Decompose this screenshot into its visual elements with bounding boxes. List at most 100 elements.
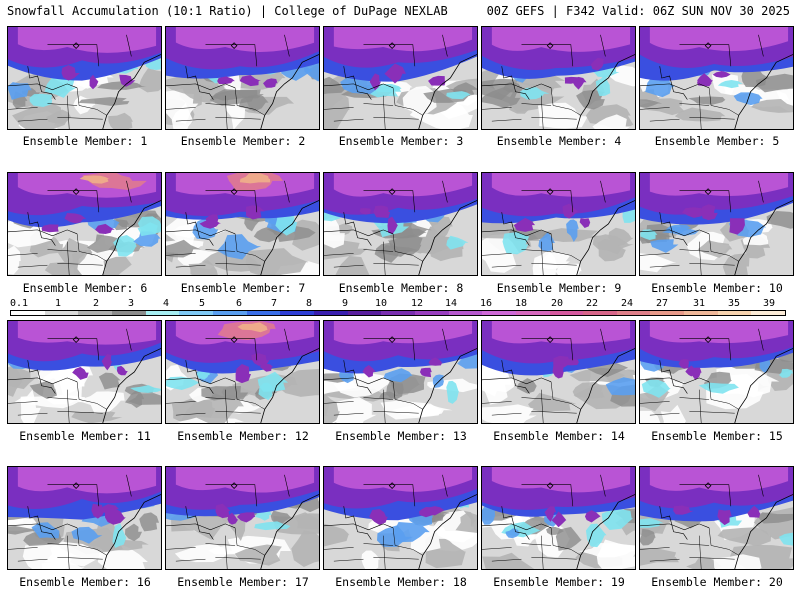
ensemble-member-caption: Ensemble Member: 6 [22,281,148,295]
location-marker [72,482,80,489]
legend-tick-label: 12 [410,298,424,309]
snowfall-map [324,27,477,129]
legend-swatch [684,311,718,315]
snowfall-map [324,173,477,275]
legend-swatch [246,311,281,315]
legend-swatch [482,311,516,315]
legend-swatch [515,311,550,315]
location-marker [72,188,80,195]
ensemble-map-panel [481,26,636,130]
ensemble-member-caption: Ensemble Member: 19 [493,575,625,589]
legend-tick-label: 20 [550,298,564,309]
snowfall-map [482,467,635,569]
legend-swatch [381,311,415,315]
snowfall-map [166,27,319,129]
snowfall-map [8,27,161,129]
legend-swatch [78,311,112,315]
legend-tick-label: 3 [127,298,135,309]
legend-swatch [212,311,247,315]
ensemble-map-panel [323,466,478,570]
legend-tick-label: 5 [198,298,206,309]
snowfall-map [640,173,793,275]
location-marker [704,336,712,343]
ensemble-map-panel [7,172,162,276]
ensemble-member-caption: Ensemble Member: 18 [335,575,467,589]
legend-swatch [111,311,146,315]
location-marker [704,482,712,489]
legend-tick-label: 35 [727,298,741,309]
location-marker [546,336,554,343]
ensemble-map-panel [639,172,794,276]
legend-tick-label: 14 [444,298,458,309]
snowfall-map [324,321,477,423]
ensemble-map-panel [481,466,636,570]
ensemble-member-caption: Ensemble Member: 3 [338,134,464,148]
legend-tick-label: 18 [514,298,528,309]
location-marker [72,42,80,49]
snowfall-map [482,321,635,423]
ensemble-member-caption: Ensemble Member: 5 [654,134,780,148]
location-marker [546,482,554,489]
ensemble-member-caption: Ensemble Member: 2 [180,134,306,148]
location-marker [546,188,554,195]
snowfall-map [640,467,793,569]
location-marker [546,42,554,49]
ensemble-map-panel [639,466,794,570]
ensemble-member-caption: Ensemble Member: 9 [496,281,622,295]
legend-tick-label: 16 [479,298,493,309]
location-marker [388,336,396,343]
legend-swatch [44,311,79,315]
legend-swatch [448,311,483,315]
location-marker [230,188,238,195]
ensemble-member-caption: Ensemble Member: 4 [496,134,622,148]
legend-tick-label: 22 [585,298,599,309]
legend-swatch [145,311,180,315]
legend-tick-label: 4 [162,298,170,309]
ensemble-member-caption: Ensemble Member: 12 [177,429,309,443]
ensemble-member-caption: Ensemble Member: 17 [177,575,309,589]
location-marker [704,188,712,195]
ensemble-map-panel [7,26,162,130]
legend-swatch [751,311,786,315]
legend-swatch [313,311,348,315]
snowfall-map [166,321,319,423]
ensemble-member-caption: Ensemble Member: 8 [338,281,464,295]
location-marker [230,336,238,343]
ensemble-map-panel [481,320,636,424]
legend-labels: 0.1 1 2 3 4 5 6 7 8 9 10 12 14 16 18 20 22 24 27 31 35 39 [6,298,786,309]
ensemble-map-panel [481,172,636,276]
ensemble-map-panel [323,320,478,424]
ensemble-member-caption: Ensemble Member: 7 [180,281,306,295]
ensemble-map-panel [165,26,320,130]
legend-tick-label: 31 [692,298,706,309]
ensemble-map-panel [7,466,162,570]
ensemble-member-caption: Ensemble Member: 15 [651,429,783,443]
ensemble-map-panel [639,320,794,424]
ensemble-member-caption: Ensemble Member: 11 [19,429,151,443]
legend-swatch [179,311,213,315]
snowfall-map [640,321,793,423]
snowfall-map [640,27,793,129]
ensemble-member-caption: Ensemble Member: 1 [22,134,148,148]
snowfall-map [482,27,635,129]
ensemble-map-panel [7,320,162,424]
ensemble-member-caption: Ensemble Member: 14 [493,429,625,443]
legend-tick-label: 27 [655,298,669,309]
location-marker [388,482,396,489]
snowfall-map [8,173,161,275]
legend-tick-label: 24 [620,298,634,309]
location-marker [230,42,238,49]
map-title: Snowfall Accumulation (10:1 Ratio) | Col… [7,4,448,18]
ensemble-map-panel [165,320,320,424]
legend-swatch [347,311,382,315]
ensemble-map-panel [323,26,478,130]
legend-swatch [11,311,45,315]
location-marker [72,336,80,343]
model-run-info: 00Z GEFS | F342 Valid: 06Z SUN NOV 30 20… [486,4,790,18]
legend-swatch [717,311,752,315]
location-marker [388,42,396,49]
snowfall-legend: 0.1 1 2 3 4 5 6 7 8 9 10 12 14 16 18 20 22 24 27 31 35 39 [6,298,786,318]
snowfall-map [324,467,477,569]
legend-tick-label: 8 [305,298,313,309]
snowfall-map [8,467,161,569]
